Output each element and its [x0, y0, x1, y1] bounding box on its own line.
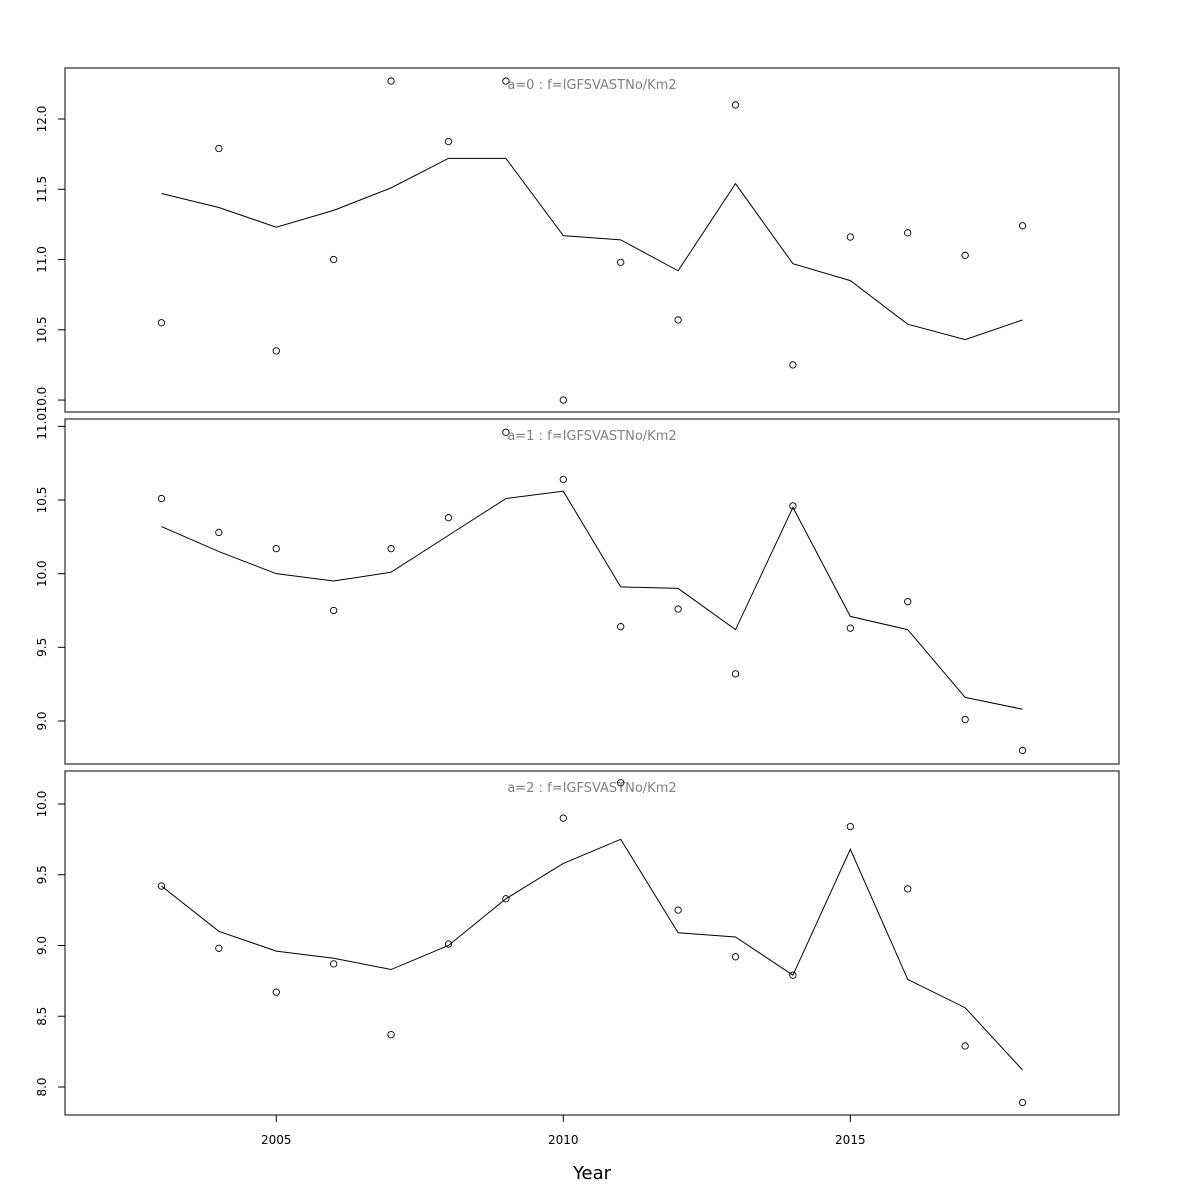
data-point: [731, 953, 740, 961]
x-tick-label: 2005: [261, 1133, 292, 1147]
y-tick-label: 12.0: [35, 106, 49, 133]
y-tick-label: 9.0: [35, 936, 49, 955]
data-point: [904, 229, 912, 237]
data-point: [387, 77, 395, 85]
data-point: [559, 475, 567, 484]
data-point: [961, 715, 969, 724]
data-point: [272, 347, 280, 355]
y-tick-label: 10.0: [35, 791, 49, 818]
panel-title: a=1 : f=IGFSVASTNo/Km2: [507, 429, 676, 444]
data-point: [559, 814, 567, 822]
data-point: [502, 428, 510, 436]
data-point: [617, 258, 625, 266]
x-tick-label: 2010: [548, 1133, 579, 1147]
data-point: [157, 882, 166, 890]
y-tick-label: 10.5: [35, 316, 49, 343]
panel-frame: [64, 770, 1120, 1116]
y-tick-label: 10.0: [35, 387, 49, 414]
data-point: [444, 514, 453, 522]
data-point: [674, 906, 682, 914]
data-point: [387, 544, 395, 553]
fitted-line: [161, 838, 1023, 1071]
data-point: [674, 316, 682, 324]
data-point: [731, 670, 740, 678]
data-point: [502, 77, 510, 85]
y-tick-label: 11.0: [35, 246, 49, 273]
data-point: [731, 101, 740, 109]
data-point: [215, 944, 223, 952]
data-point: [272, 988, 280, 996]
data-point: [502, 895, 510, 903]
y-tick-label: 8.5: [35, 1007, 49, 1026]
data-point: [789, 502, 797, 510]
y-tick-label: 10.5: [35, 487, 49, 514]
y-tick-label: 9.5: [35, 865, 49, 884]
data-point: [617, 779, 625, 787]
data-point: [272, 544, 280, 553]
data-point: [215, 144, 223, 153]
panel-title: a=2 : f=IGFSVASTNo/Km2: [507, 781, 676, 796]
fitted-line: [161, 490, 1023, 710]
data-point: [330, 606, 338, 615]
data-point: [387, 1030, 395, 1039]
y-tick-label: 9.5: [35, 638, 49, 657]
data-point: [157, 319, 166, 327]
data-point: [444, 137, 453, 146]
fitted-line: [161, 157, 1023, 341]
data-point: [961, 251, 969, 259]
data-point: [1018, 746, 1027, 755]
data-point: [157, 494, 166, 503]
data-point: [846, 624, 854, 632]
x-tick-label: 2015: [835, 1133, 866, 1147]
panel-frame: [64, 418, 1120, 765]
data-point: [444, 940, 453, 948]
data-point: [559, 396, 567, 404]
y-tick-label: 10.0: [35, 560, 49, 587]
data-point: [789, 361, 797, 369]
data-point: [674, 605, 682, 613]
y-tick-label: 11.5: [35, 176, 49, 203]
data-point: [904, 598, 912, 606]
data-point: [1018, 222, 1027, 230]
y-tick-label: 8.0: [35, 1077, 49, 1096]
data-point: [330, 255, 338, 264]
data-point: [961, 1042, 969, 1050]
data-point: [617, 623, 625, 631]
panel-title: a=0 : f=IGFSVASTNo/Km2: [507, 78, 676, 93]
data-point: [215, 528, 223, 537]
data-point: [846, 233, 854, 241]
data-point: [330, 960, 338, 968]
data-point: [904, 885, 912, 893]
data-point: [1018, 1098, 1027, 1107]
y-tick-label: 9.0: [35, 711, 49, 730]
y-tick-label: 11.0: [35, 413, 49, 440]
x-axis-label: Year: [572, 1163, 612, 1184]
data-point: [846, 822, 854, 831]
panel-frame: [64, 67, 1120, 413]
data-point: [789, 971, 797, 979]
